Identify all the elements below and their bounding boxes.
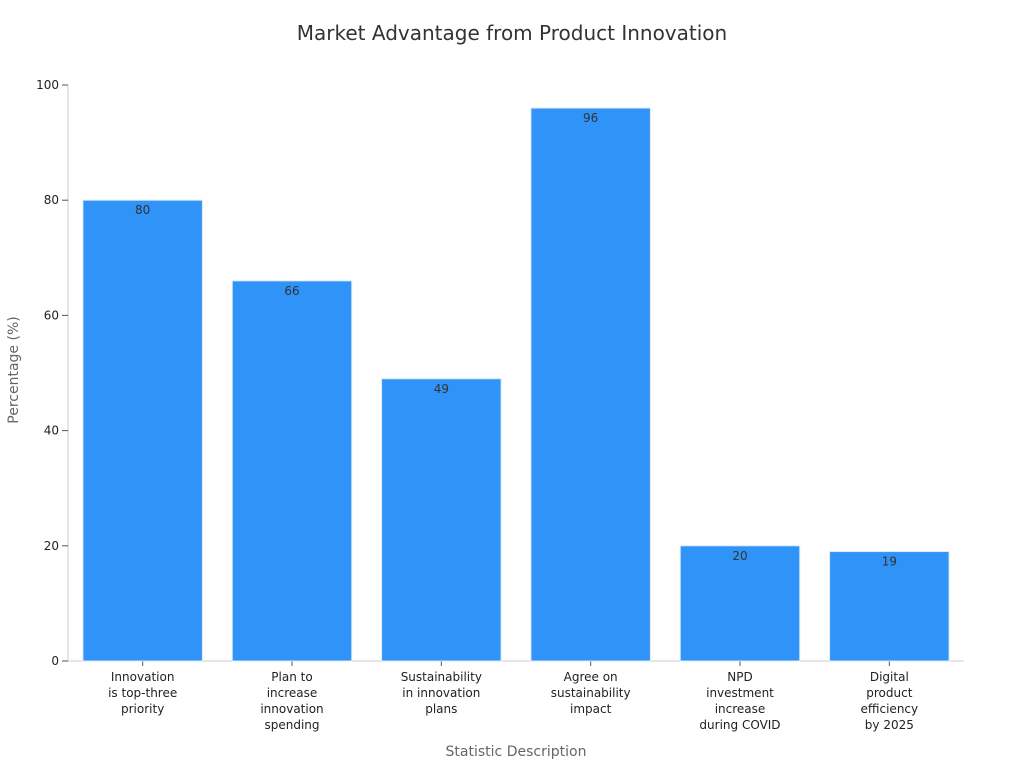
bar (829, 551, 950, 662)
bar-value-label: 66 (284, 284, 299, 298)
y-axis-title: Percentage (%) (6, 316, 22, 423)
bar (231, 280, 353, 662)
bar-value-label: 96 (583, 111, 598, 125)
bars: 80 66 49 96 20 19 (82, 107, 950, 662)
y-axis: 0 20 40 60 80 100 (36, 78, 69, 668)
x-tick-label: Agree on sustainability impact (551, 670, 631, 716)
x-tick-label: Sustainability in innovation plans (401, 670, 482, 716)
y-tick-label: 60 (44, 308, 59, 322)
bar (679, 545, 801, 662)
chart-title: Market Advantage from Product Innovation (297, 21, 727, 45)
y-tick-label: 100 (36, 78, 59, 92)
bar (82, 199, 203, 662)
x-axis: Innovation is top-three priority Plan to inc… (68, 660, 964, 732)
x-axis-title: Statistic Description (446, 744, 587, 760)
bar-value-label: 80 (135, 203, 150, 217)
bar-value-label: 19 (882, 555, 897, 569)
x-tick-label: Innovation is top-three priority (108, 670, 177, 716)
bar-value-label: 20 (732, 549, 747, 563)
y-tick-label: 0 (51, 654, 59, 668)
bar-value-label: 49 (434, 382, 449, 396)
x-tick-label: Plan to increase innovation spending (260, 670, 323, 732)
y-tick-label: 40 (44, 424, 59, 438)
y-tick-label: 20 (44, 539, 59, 553)
bar (530, 107, 651, 662)
y-tick-label: 80 (44, 193, 59, 207)
x-tick-label: Digital product efficiency by 2025 (861, 670, 919, 732)
x-tick-label: NPD investment increase during COVID (699, 670, 780, 732)
bar (381, 378, 502, 662)
